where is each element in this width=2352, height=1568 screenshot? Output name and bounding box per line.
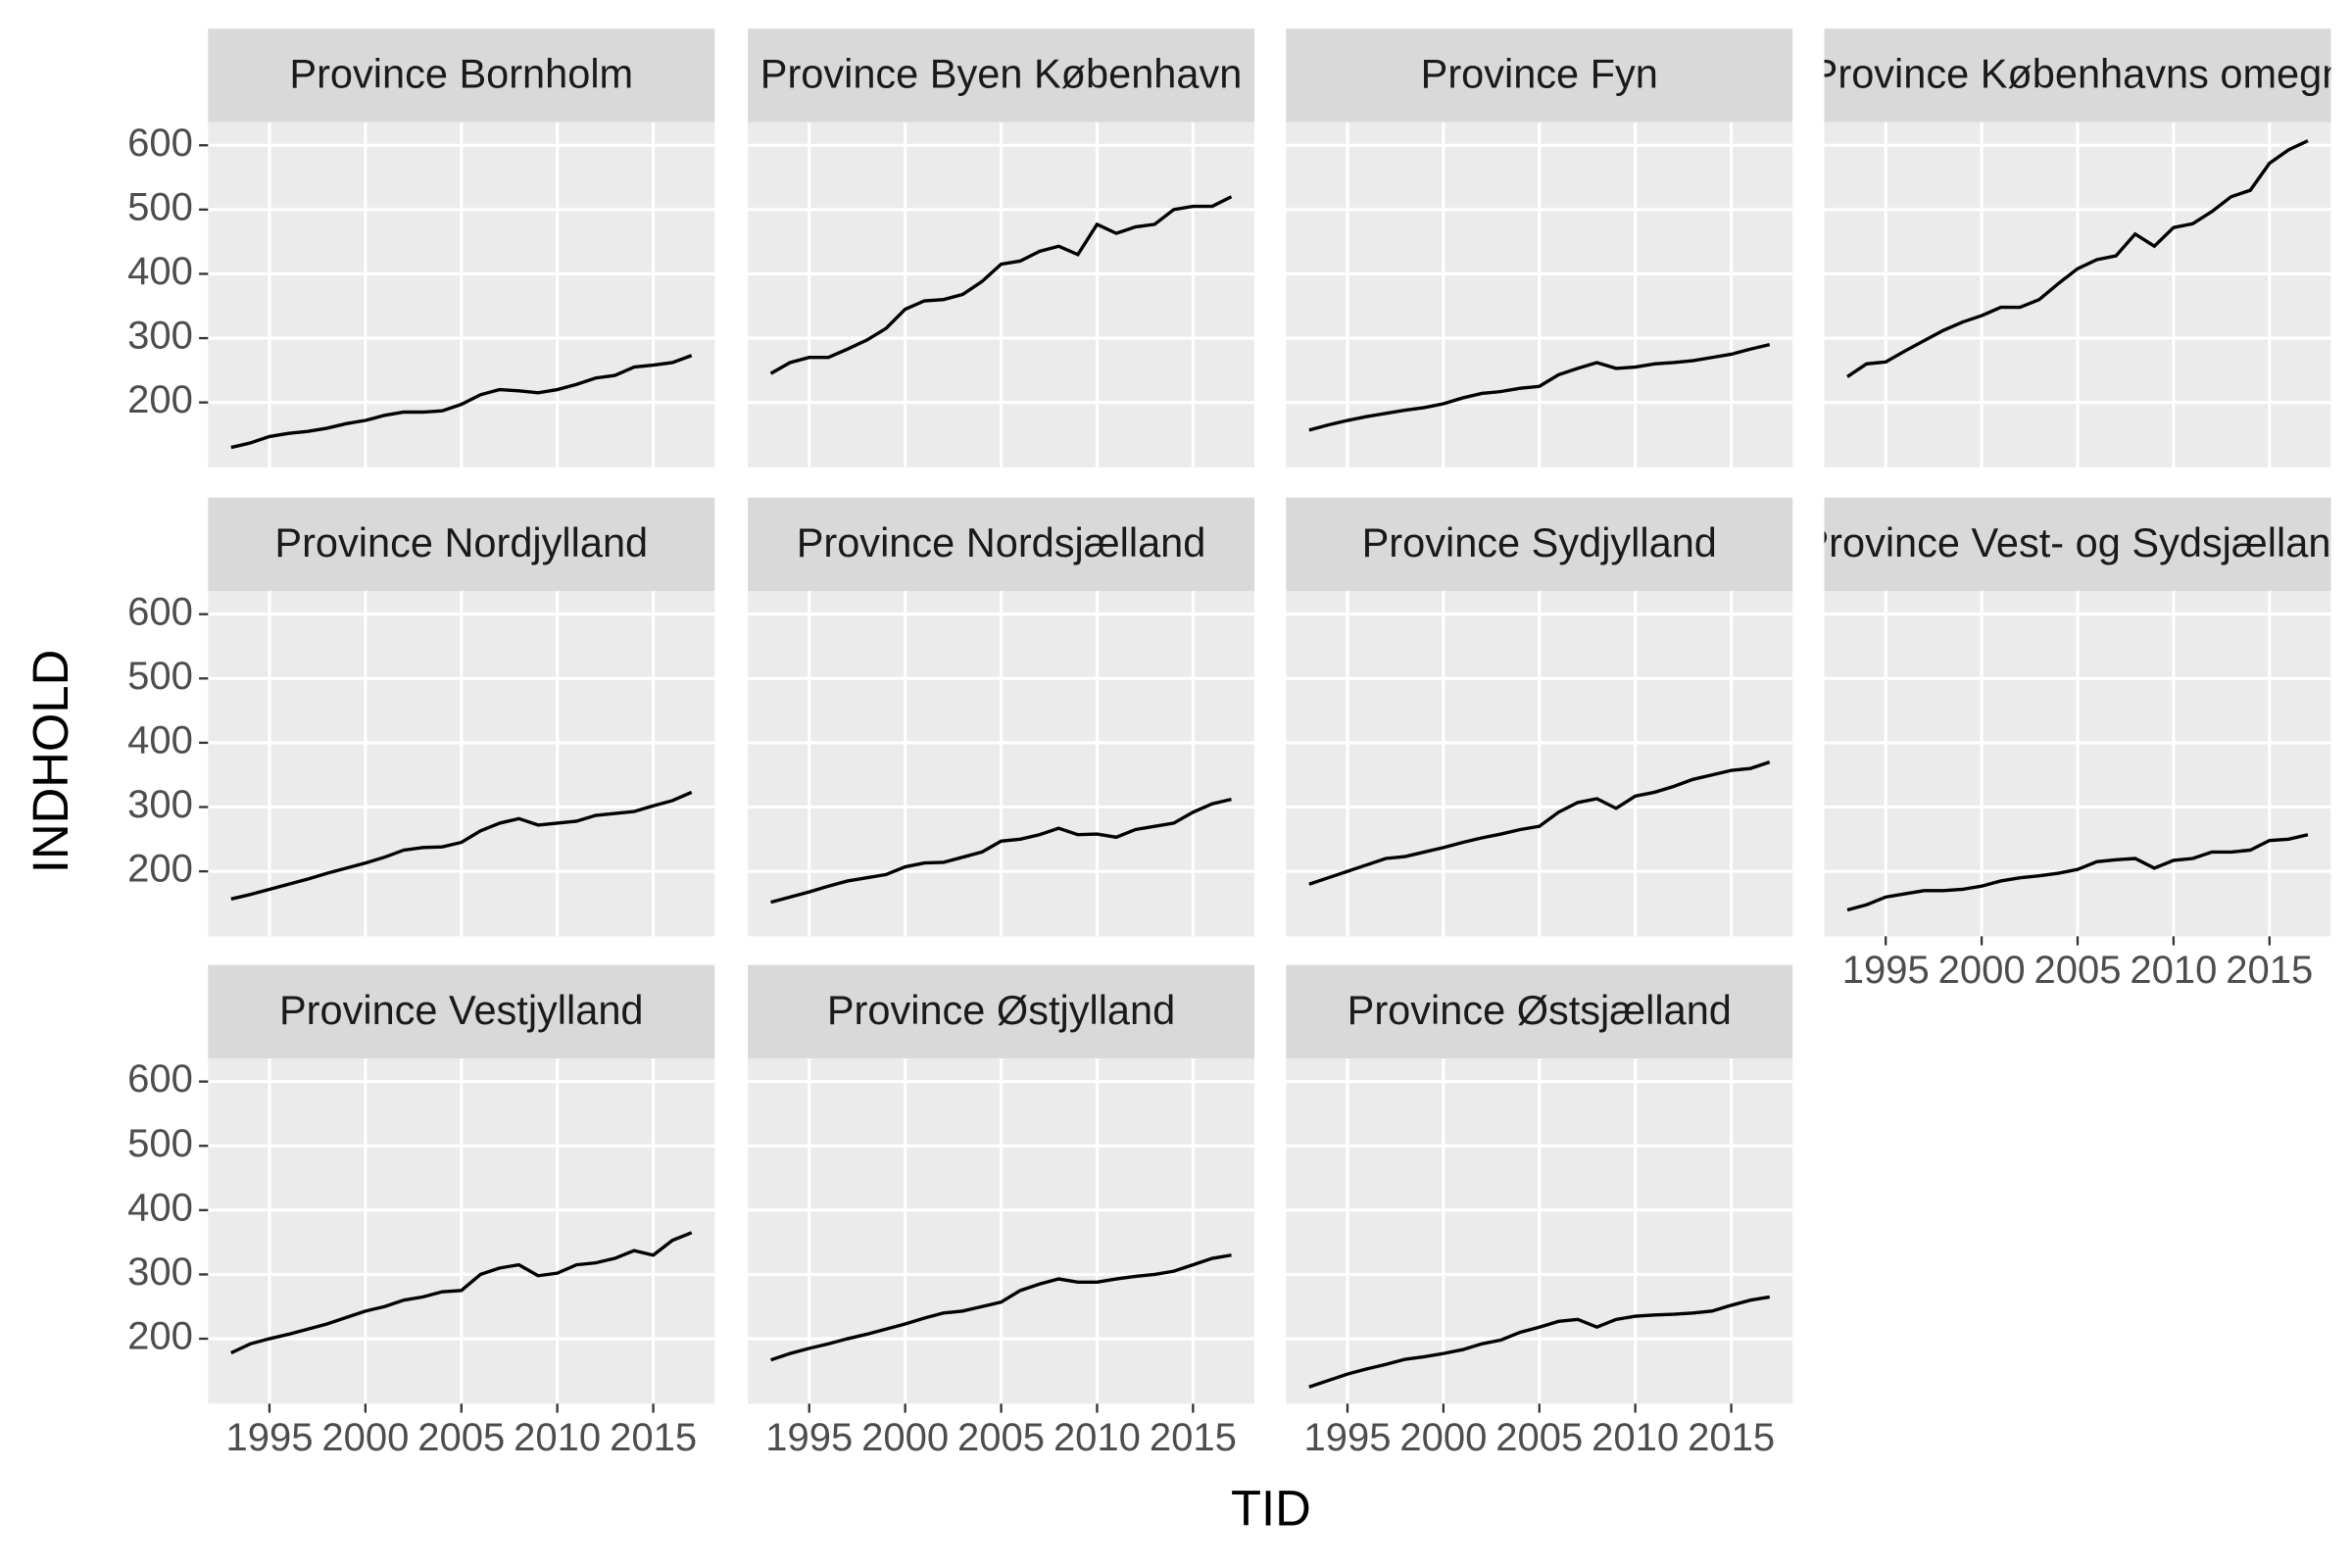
strip-background	[1824, 497, 2331, 592]
strip-label: Province Sydjylland	[1362, 519, 1717, 565]
strip-label: Province Bornholm	[289, 50, 633, 96]
line	[770, 797, 1232, 905]
strip-background	[208, 964, 715, 1058]
strip-background	[1286, 964, 1793, 1058]
line	[1308, 342, 1771, 432]
y-tick-label: 600	[127, 122, 193, 165]
x-tick-label: 1995	[1303, 1416, 1391, 1459]
x-tick-label: 2015	[1688, 1416, 1775, 1459]
x-tick-label: 1995	[1842, 949, 1930, 992]
x-tick-label: 2015	[1150, 1416, 1237, 1459]
y-tick-label: 500	[127, 185, 193, 228]
x-tick-label: 1995	[225, 1416, 313, 1459]
strip-label: Province Østjylland	[827, 987, 1175, 1033]
y-tick-label: 300	[127, 1250, 193, 1294]
strip-label: Province Østsjælland	[1348, 987, 1732, 1033]
strip-background	[1286, 28, 1793, 122]
y-tick-label: 300	[127, 315, 193, 358]
x-tick-label: 2010	[514, 1416, 601, 1459]
strip-label: Province Nordsjælland	[797, 519, 1206, 565]
y-tick-label: 600	[127, 590, 193, 633]
y-tick-label: 500	[127, 1122, 193, 1165]
line	[230, 790, 693, 901]
strip-background	[748, 964, 1254, 1058]
x-tick-label: 2015	[2226, 949, 2313, 992]
strip-label: Province Fyn	[1421, 50, 1658, 96]
x-tick-label: 2005	[957, 1416, 1045, 1459]
strip-label: Province Københavns omegn	[1811, 50, 2345, 96]
x-tick-label: 2015	[610, 1416, 697, 1459]
line	[1308, 760, 1771, 886]
x-tick-label: 2000	[321, 1416, 409, 1459]
line	[1846, 833, 2309, 912]
strip-label: Province Vestjylland	[279, 987, 644, 1033]
y-tick-label: 500	[127, 655, 193, 698]
x-tick-label: 2005	[2034, 949, 2122, 992]
y-axis-title: INDHOLD	[23, 650, 78, 873]
line	[770, 1253, 1232, 1362]
x-tick-label: 2000	[1938, 949, 2026, 992]
strip-label: Province Vest- og Sydsjælland	[1801, 519, 2352, 565]
x-tick-label: 2000	[861, 1416, 949, 1459]
x-tick-label: 2005	[417, 1416, 505, 1459]
x-tick-label: 2010	[1592, 1416, 1679, 1459]
strip-background	[1824, 28, 2331, 122]
y-tick-label: 200	[127, 848, 193, 891]
y-tick-label: 400	[127, 250, 193, 293]
x-tick-label: 2010	[2130, 949, 2217, 992]
line	[1308, 1295, 1771, 1389]
line	[769, 195, 1233, 375]
x-tick-label: 2005	[1495, 1416, 1583, 1459]
strip-background	[1286, 497, 1793, 592]
strip-background	[748, 497, 1254, 592]
y-tick-label: 200	[127, 1315, 193, 1358]
x-tick-label: 2010	[1054, 1416, 1141, 1459]
y-tick-label: 300	[127, 783, 193, 826]
strip-label: Province Nordjylland	[274, 519, 648, 565]
y-tick-label: 200	[127, 378, 193, 421]
strip-background	[208, 497, 715, 592]
x-tick-label: 1995	[765, 1416, 853, 1459]
strip-background	[208, 28, 715, 122]
strip-background	[748, 28, 1254, 122]
y-tick-label: 400	[127, 718, 193, 761]
line	[1846, 139, 2309, 378]
x-tick-label: 2000	[1399, 1416, 1487, 1459]
line	[230, 354, 693, 450]
x-axis-title: TID	[1231, 1480, 1311, 1536]
strip-label: Province Byen København	[760, 50, 1243, 96]
y-tick-label: 600	[127, 1057, 193, 1101]
line	[230, 1231, 693, 1355]
y-tick-label: 400	[127, 1186, 193, 1229]
